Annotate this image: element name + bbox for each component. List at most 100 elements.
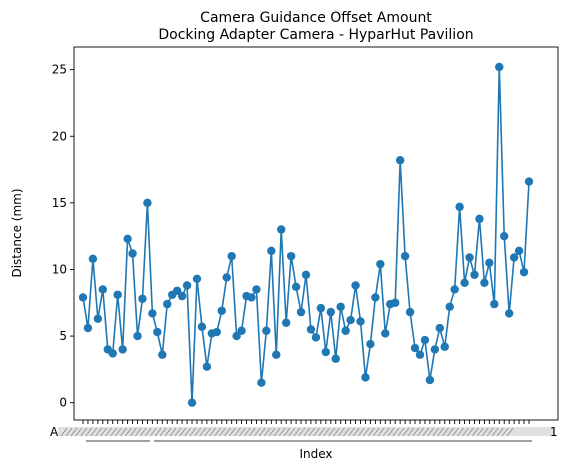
x-tick-label-glyph bbox=[135, 427, 142, 437]
x-tick-label-glyph bbox=[100, 427, 107, 437]
data-point bbox=[400, 251, 410, 261]
x-tick-label-glyph bbox=[254, 427, 261, 437]
x-tick-label-glyph bbox=[293, 427, 301, 437]
y-tick-label: 10 bbox=[52, 262, 67, 276]
x-tick-label-glyph bbox=[308, 427, 316, 437]
data-point bbox=[153, 327, 162, 337]
x-tick-label-glyph bbox=[224, 427, 231, 437]
x-tick-label-glyph bbox=[392, 427, 400, 437]
x-tick-label-glyph bbox=[343, 427, 350, 437]
data-point bbox=[78, 293, 88, 302]
x-tick-label-glyph bbox=[387, 427, 395, 437]
data-point bbox=[485, 258, 494, 268]
x-tick-label-glyph bbox=[467, 427, 474, 437]
data-point bbox=[445, 302, 454, 311]
x-tick-label-glyph bbox=[268, 427, 276, 437]
data-point bbox=[351, 281, 360, 290]
data-point bbox=[277, 225, 286, 234]
data-point bbox=[321, 347, 331, 357]
data-point bbox=[212, 327, 221, 337]
x-tick-label-glyph bbox=[382, 427, 390, 437]
data-point bbox=[490, 299, 499, 309]
x-tick-label-glyph bbox=[239, 427, 246, 437]
chart-title-line-2: Docking Adapter Camera - HyparHut Pavili… bbox=[158, 27, 473, 43]
data-point bbox=[366, 339, 375, 349]
data-point bbox=[361, 373, 370, 382]
x-tick-label-glyph bbox=[298, 427, 306, 437]
x-tick-label-glyph bbox=[194, 427, 202, 437]
data-point bbox=[326, 307, 335, 317]
data-point bbox=[500, 231, 509, 241]
x-tick-label-glyph bbox=[209, 427, 216, 437]
data-point bbox=[83, 323, 93, 333]
x-tick-label-glyph bbox=[412, 427, 420, 437]
x-tick-label-glyph bbox=[348, 427, 355, 437]
x-tick-label-glyph bbox=[159, 427, 167, 437]
x-tick-label-glyph bbox=[199, 427, 206, 437]
data-point bbox=[420, 335, 430, 345]
data-point bbox=[306, 325, 316, 334]
x-tick-label-glyph bbox=[70, 427, 78, 437]
data-point bbox=[430, 345, 440, 354]
y-tick-label: 15 bbox=[52, 196, 67, 210]
x-tick-label-glyph bbox=[244, 427, 251, 437]
x-tick-label-glyph bbox=[358, 427, 365, 437]
data-point bbox=[455, 202, 464, 212]
y-tick-label: 25 bbox=[52, 63, 67, 77]
x-tick-label-glyph bbox=[219, 427, 226, 437]
y-tick-label: 5 bbox=[59, 329, 67, 343]
data-point bbox=[405, 307, 415, 317]
data-point bbox=[123, 234, 132, 244]
x-tick-label-glyph bbox=[249, 427, 256, 437]
x-tick-label-glyph bbox=[90, 427, 97, 437]
data-point bbox=[475, 214, 484, 224]
data-point bbox=[524, 177, 534, 186]
x-tick-label-glyph bbox=[65, 427, 73, 437]
x-tick-label-glyph bbox=[353, 427, 360, 437]
data-point bbox=[296, 307, 306, 317]
data-point bbox=[133, 331, 142, 341]
x-tick-label-glyph bbox=[402, 427, 410, 437]
x-tick-label-glyph bbox=[427, 427, 434, 437]
data-point bbox=[93, 314, 103, 323]
data-point bbox=[257, 378, 266, 387]
data-point bbox=[118, 345, 127, 354]
x-tick-label-glyph bbox=[313, 427, 320, 437]
x-tick-label-first: A bbox=[50, 425, 59, 439]
x-tick-label-glyph bbox=[442, 427, 449, 437]
x-tick-label-glyph bbox=[323, 427, 330, 437]
data-point bbox=[440, 342, 449, 351]
data-point bbox=[346, 315, 355, 325]
x-tick-label-glyph bbox=[477, 427, 484, 437]
x-tick-label-glyph bbox=[140, 427, 147, 437]
data-point bbox=[272, 350, 281, 359]
x-tick-label-last: 1 bbox=[550, 425, 558, 439]
x-tick-label-glyph bbox=[481, 427, 489, 437]
data-point bbox=[172, 286, 182, 295]
data-point bbox=[267, 246, 276, 256]
data-point bbox=[465, 253, 474, 262]
data-point bbox=[514, 246, 524, 256]
x-tick-label-glyph bbox=[491, 427, 499, 437]
data-point bbox=[410, 343, 420, 353]
x-tick-label-glyph bbox=[85, 427, 93, 437]
data-point bbox=[480, 278, 489, 287]
x-tick-label-glyph bbox=[462, 427, 469, 437]
x-tick-label-glyph bbox=[105, 427, 112, 437]
data-point bbox=[435, 323, 444, 333]
data-point bbox=[148, 309, 157, 318]
x-tick-label-glyph bbox=[303, 427, 311, 437]
data-point bbox=[470, 270, 479, 279]
x-tick-label-glyph bbox=[397, 427, 405, 437]
x-tick-label-glyph bbox=[506, 427, 514, 437]
x-tick-label-glyph bbox=[204, 427, 211, 437]
x-tick-label-glyph bbox=[452, 427, 459, 437]
x-tick-label-glyph bbox=[149, 427, 157, 437]
data-point bbox=[158, 350, 167, 359]
data-point bbox=[301, 270, 311, 279]
x-tick-label-glyph bbox=[501, 427, 509, 437]
data-point bbox=[182, 281, 192, 290]
data-point bbox=[227, 251, 236, 261]
x-tick-label-glyph bbox=[472, 427, 479, 437]
x-tick-label-glyph bbox=[164, 427, 172, 437]
